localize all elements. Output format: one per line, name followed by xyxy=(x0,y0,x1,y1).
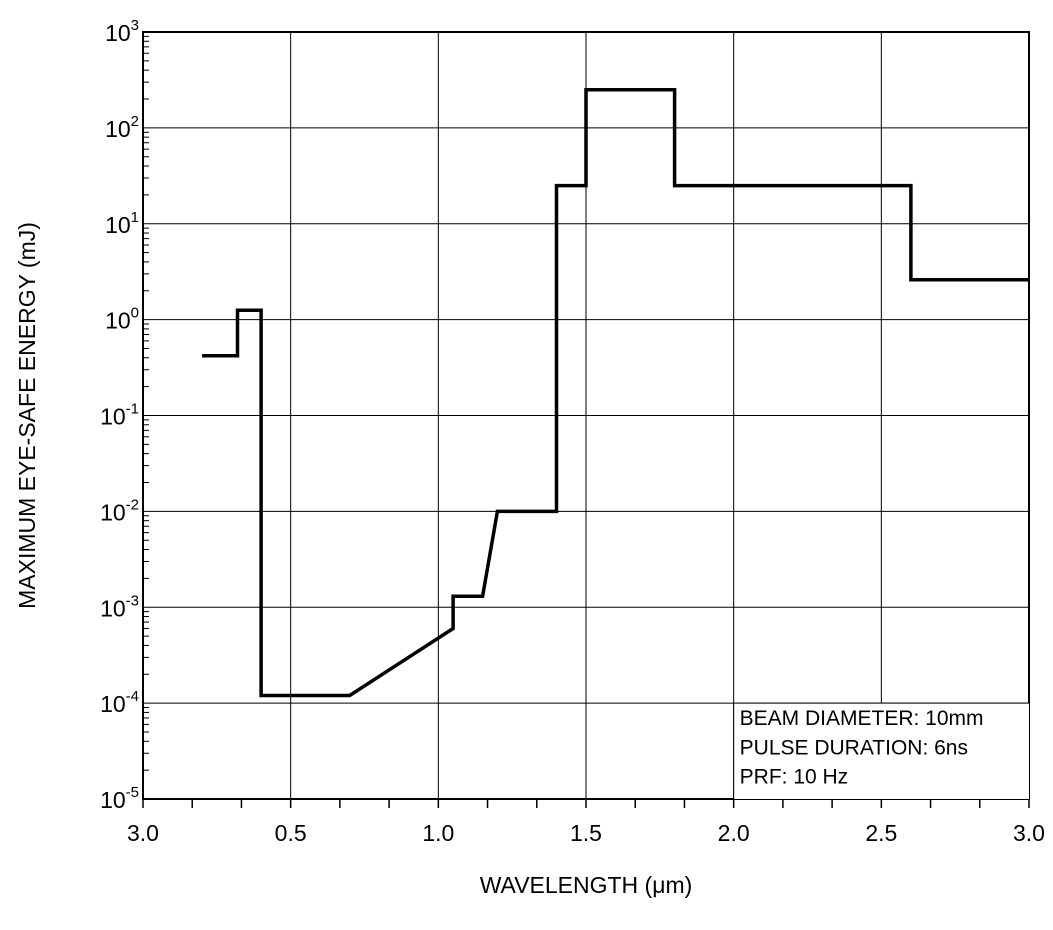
y-tick-exponent: 3 xyxy=(131,17,139,34)
y-tick-exponent: 0 xyxy=(131,305,139,322)
y-tick-label: 10-2 xyxy=(100,496,139,525)
y-tick-base: 10 xyxy=(105,116,131,142)
x-tick-label: 3.0 xyxy=(1013,820,1045,846)
annotation-line: PULSE DURATION: 6ns xyxy=(740,736,968,759)
y-tick-base: 10 xyxy=(105,308,131,334)
y-tick-label: 10-3 xyxy=(100,592,139,621)
y-axis-title: MAXIMUM EYE-SAFE ENERGY (mJ) xyxy=(14,222,40,609)
y-tick-exponent: -3 xyxy=(126,592,139,609)
y-tick-base: 10 xyxy=(100,499,126,525)
x-tick-label: 2.5 xyxy=(865,820,897,846)
y-tick-label: 101 xyxy=(105,209,139,238)
x-axis-ticks: 3.0 0.5 1.0 1.5 2.0 2.5 3.0 xyxy=(127,799,1045,846)
grid-lines xyxy=(142,31,1030,800)
y-tick-base: 10 xyxy=(100,404,126,430)
y-tick-base: 10 xyxy=(100,595,126,621)
y-tick-exponent: -2 xyxy=(126,496,139,513)
x-axis-title: WAVELENGTH (μm) xyxy=(480,872,693,898)
x-tick-label: 0.5 xyxy=(275,820,307,846)
x-tick-label: 3.0 xyxy=(127,820,159,846)
y-tick-exponent: -1 xyxy=(126,401,139,418)
annotation-box: BEAM DIAMETER: 10mm PULSE DURATION: 6ns PR… xyxy=(733,702,1029,799)
x-tick-label: 1.5 xyxy=(570,820,602,846)
x-tick-label: 1.0 xyxy=(422,820,454,846)
y-tick-label: 103 xyxy=(105,17,139,46)
y-tick-label: 102 xyxy=(105,113,139,142)
annotation-line: BEAM DIAMETER: 10mm xyxy=(740,707,984,730)
y-tick-label: 10-4 xyxy=(100,688,139,717)
y-tick-base: 10 xyxy=(105,212,131,238)
y-tick-exponent: 1 xyxy=(131,209,139,226)
y-tick-exponent: -5 xyxy=(126,784,139,801)
y-tick-label: 10-5 xyxy=(100,784,139,813)
series-line xyxy=(202,87,1029,698)
y-tick-label: 100 xyxy=(105,305,139,334)
annotation-background xyxy=(733,703,1029,799)
annotation-line: PRF: 10 Hz xyxy=(740,766,849,789)
y-tick-base: 10 xyxy=(100,787,126,813)
y-tick-exponent: 2 xyxy=(131,113,139,130)
y-tick-label: 10-1 xyxy=(100,401,139,430)
x-tick-label: 2.0 xyxy=(718,820,750,846)
series-layer xyxy=(202,87,1029,698)
minor-ticks xyxy=(143,35,981,808)
y-tick-exponent: -4 xyxy=(126,688,139,705)
y-tick-base: 10 xyxy=(105,20,131,46)
y-tick-base: 10 xyxy=(100,691,126,717)
